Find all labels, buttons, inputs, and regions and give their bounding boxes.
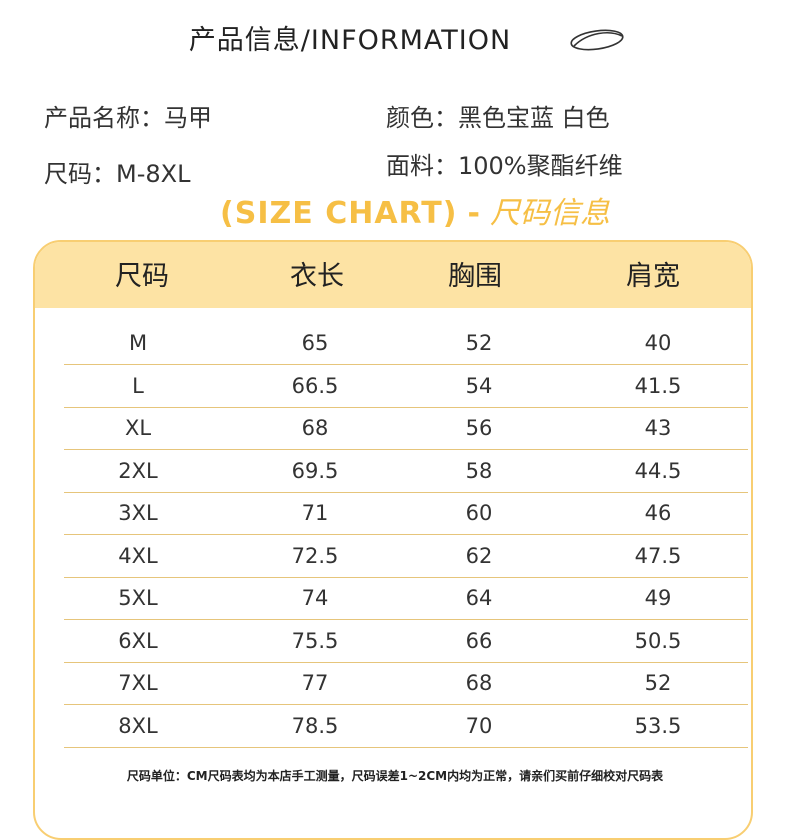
size-chart-heading: (SIZE CHART) - 尺码信息 <box>0 188 790 232</box>
cell-size: 4XL <box>118 543 158 568</box>
table-row: 4XL 72.5 62 47.5 <box>64 535 748 578</box>
cell-shoulder: 41.5 <box>634 373 682 398</box>
cell-size: 3XL <box>118 501 158 525</box>
table-row: M 65 52 40 <box>64 322 748 365</box>
cell-chest: 64 <box>465 586 493 610</box>
cell-chest: 58 <box>465 458 493 483</box>
table-row: 3XL 71 60 46 <box>64 492 748 535</box>
cell-length: 66.5 <box>291 373 339 398</box>
size-chart-heading-cn: 尺码信息 <box>489 196 610 231</box>
cell-shoulder: 52 <box>644 671 672 695</box>
size-chart-heading-dash: - <box>467 196 480 231</box>
measurement-note: 尺码单位：CM尺码表均为本店手工测量，尺码误差1~2CM内均为正常，请亲们买前仔… <box>126 769 664 783</box>
product-name: 产品名称：马甲 <box>44 104 212 132</box>
table-row: L 66.5 54 41.5 <box>64 365 748 408</box>
size-table: 尺码 衣长 胸围 肩宽 M 65 52 40 L 66.5 54 41.5 XL 68 56 43 2X… <box>33 240 753 840</box>
cell-length: 69.5 <box>291 458 339 483</box>
cell-length: 65 <box>301 331 329 355</box>
cell-chest: 62 <box>465 543 493 568</box>
table-row: 8XL 78.5 70 53.5 <box>64 705 748 748</box>
column-header-shoulder: 肩宽 <box>626 261 680 292</box>
cell-size: 7XL <box>118 671 158 695</box>
cell-length: 75.5 <box>291 628 339 653</box>
size-table-header: 尺码 衣长 胸围 肩宽 <box>35 242 751 308</box>
cell-shoulder: 43 <box>644 416 672 440</box>
product-size-range: 尺码：M-8XL <box>44 160 191 188</box>
cell-chest: 66 <box>465 628 493 653</box>
cell-shoulder: 49 <box>644 586 672 610</box>
cell-length: 71 <box>301 501 329 525</box>
cell-chest: 70 <box>465 713 493 738</box>
table-row: 5XL 74 64 49 <box>64 577 748 620</box>
cell-chest: 54 <box>465 373 493 398</box>
cell-size: 8XL <box>118 713 158 738</box>
cell-shoulder: 47.5 <box>634 543 682 568</box>
cell-size: 5XL <box>118 586 158 610</box>
cell-size: L <box>132 373 144 398</box>
table-row: 6XL 75.5 66 50.5 <box>64 620 748 663</box>
column-header-length: 衣长 <box>290 261 344 292</box>
table-row: XL 68 56 43 <box>64 407 748 450</box>
cell-shoulder: 53.5 <box>634 713 682 738</box>
cell-size: M <box>128 331 148 355</box>
cell-shoulder: 44.5 <box>634 458 682 483</box>
cell-length: 74 <box>301 586 329 610</box>
table-row: 7XL 77 68 52 <box>64 662 748 705</box>
page-title: 产品信息/INFORMATION <box>188 25 512 56</box>
size-chart-heading-en: (SIZE CHART) <box>220 196 458 231</box>
cell-length: 72.5 <box>291 543 339 568</box>
cell-shoulder: 46 <box>644 501 672 525</box>
cell-chest: 60 <box>465 501 493 525</box>
cell-size: XL <box>124 416 152 440</box>
cell-length: 78.5 <box>291 713 339 738</box>
cell-chest: 56 <box>465 416 493 440</box>
column-header-size: 尺码 <box>115 261 169 292</box>
cell-length: 68 <box>301 416 329 440</box>
oval-swirl-icon <box>570 29 624 51</box>
cell-length: 77 <box>301 671 329 695</box>
column-header-chest: 胸围 <box>448 261 502 292</box>
product-fabric: 面料：100%聚酯纤维 <box>386 152 623 180</box>
cell-size: 2XL <box>118 458 158 483</box>
cell-shoulder: 50.5 <box>634 628 682 653</box>
cell-chest: 68 <box>465 671 493 695</box>
cell-shoulder: 40 <box>644 331 672 355</box>
product-color: 颜色：黑色宝蓝 白色 <box>386 104 610 132</box>
cell-size: 6XL <box>118 628 158 653</box>
cell-chest: 52 <box>465 331 493 355</box>
table-row: 2XL 69.5 58 44.5 <box>64 450 748 493</box>
